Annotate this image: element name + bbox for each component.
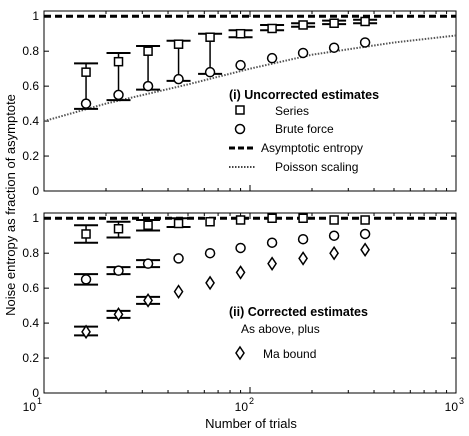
series-point [205, 216, 215, 227]
brute-force-point [204, 66, 216, 78]
brute-force-point [80, 98, 92, 109]
x-tick-label-10: 10 [23, 400, 37, 414]
brute-force-point [235, 242, 246, 254]
brute-force-point [359, 37, 371, 48]
ma-bound-point [235, 265, 246, 280]
x-tick-label-1000: 10 [445, 400, 459, 414]
series-point [81, 67, 91, 77]
brute-force-point [142, 258, 154, 269]
ma-bound-point [143, 293, 153, 308]
bottom-panel: 00.20.40.60.81 (ii) Corrected estimates … [22, 211, 457, 400]
bottom-plot-area: 0 0.2 0.4 0.6 0.8 1 [22, 211, 457, 400]
brute-force-point [204, 247, 216, 259]
legend-circle-marker [234, 123, 246, 135]
y-tick-label: 0.8 [22, 246, 39, 260]
series-point [143, 46, 153, 56]
y-tick-label: 1 [32, 9, 39, 23]
series-point [267, 23, 277, 34]
series-point [113, 56, 124, 67]
top-panel: 0 0.2 0.4 0.6 0.8 1 (i) Uncorrected estimates… [22, 9, 457, 198]
y-tick-label: 0.2 [22, 149, 39, 163]
series-point [298, 20, 308, 30]
y-tick-label: 0 [32, 184, 39, 198]
y-tick-label: 0.6 [22, 79, 39, 93]
brute-force-point [235, 59, 246, 71]
ma-bound-point [329, 245, 339, 261]
ma-bound-point [81, 324, 91, 340]
ma-bound-point [360, 242, 370, 258]
brute-force-point [80, 274, 92, 285]
top-legend-series: Series [235, 104, 309, 118]
series-point [329, 215, 339, 225]
series-point [360, 215, 370, 225]
top-legend-poisson: Poisson scaling [229, 160, 358, 174]
ma-bound-point [298, 251, 308, 266]
series-point [81, 229, 91, 239]
series-point [267, 213, 277, 223]
series-point [205, 32, 215, 42]
top-plot-area: 0 0.2 0.4 0.6 0.8 1 [22, 9, 457, 198]
brute-force-point [297, 47, 309, 59]
legend-brute-label: Brute force [275, 122, 334, 136]
series-point [235, 215, 246, 225]
x-tick-label-100: 10 [235, 400, 249, 414]
brute-force-point [142, 80, 154, 92]
brute-force-point [266, 52, 278, 64]
y-tick-label: 0 [32, 386, 39, 400]
axes-frame [43, 212, 457, 394]
brute-force-point [113, 265, 124, 276]
series-point [173, 218, 184, 229]
top-legend-brute: Brute force [234, 122, 334, 136]
legend-asymptote-label: Asymptotic entropy [261, 141, 363, 155]
bottom-legend-subtitle: As above, plus [241, 322, 320, 336]
brute-force-point [328, 230, 340, 241]
y-tick-label: 1 [32, 211, 39, 225]
x-tick-exp-100: 2 [249, 396, 254, 406]
series-point [173, 39, 184, 49]
legend-diamond-marker [235, 345, 245, 361]
y-tick-label: 0.6 [22, 281, 39, 295]
series-point [143, 220, 153, 230]
brute-force-point [297, 233, 309, 245]
series-point [329, 18, 339, 28]
brute-force-point [173, 253, 184, 264]
brute-force-point [328, 42, 340, 53]
legend-series-label: Series [275, 104, 309, 118]
y-tick-label: 0.4 [22, 316, 39, 330]
y-tick-label: 0.2 [22, 351, 39, 365]
series-point [298, 213, 308, 223]
x-tick-labels: 10 1 10 2 10 3 [23, 396, 464, 414]
bottom-legend-ma: Ma bound [235, 345, 316, 361]
x-tick-exp-10: 1 [37, 396, 42, 406]
brute-force-point [266, 237, 278, 248]
series-point [235, 28, 246, 39]
brute-force-point [113, 89, 124, 101]
legend-ma-label: Ma bound [263, 347, 316, 361]
y-tick-label: 0.8 [22, 44, 39, 58]
brute-force-point [173, 73, 184, 85]
top-legend-title: (i) Uncorrected estimates [229, 88, 379, 102]
x-tick-exp-1000: 3 [459, 396, 464, 406]
poisson-scaling-line [43, 34, 457, 123]
bottom-legend-title: (ii) Corrected estimates [229, 305, 368, 319]
y-axis-label: Noise entropy as fraction of asymptote [3, 94, 18, 316]
series-point [113, 223, 124, 234]
y-tick-label: 0.4 [22, 114, 39, 128]
legend-poisson-label: Poisson scaling [275, 160, 358, 174]
ma-bound-point [173, 284, 184, 299]
ma-bound-point [267, 256, 277, 272]
x-axis-label: Number of trials [205, 416, 297, 431]
series-point [360, 16, 370, 27]
brute-force-point [359, 228, 371, 240]
legend-square-marker [235, 105, 245, 115]
ma-bound-point [205, 275, 215, 291]
top-legend-asymptote: Asymptotic entropy [229, 141, 363, 155]
ma-bound-point [113, 307, 124, 322]
